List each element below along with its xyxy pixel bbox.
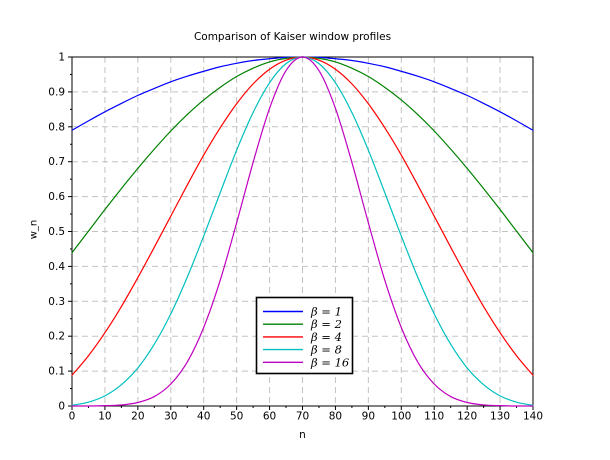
x-tick-label: 70	[296, 411, 309, 423]
curve-beta-2	[71, 56, 534, 254]
x-tick-label: 110	[424, 411, 444, 423]
legend-entry-label: β = 4	[310, 330, 342, 344]
y-tick-label: 0.5	[48, 226, 65, 238]
legend-box	[255, 296, 354, 375]
y-tick-label: 0.3	[48, 296, 65, 308]
x-tick-label: 90	[362, 411, 375, 423]
legend: β = 1β = 2β = 4β = 8β = 16	[255, 296, 354, 375]
y-tick-label: 0	[58, 401, 65, 413]
y-tick-label: 0.7	[48, 156, 65, 168]
x-tick-label: 120	[457, 411, 477, 423]
chart-title: Comparison of Kaiser window profiles	[193, 31, 392, 43]
legend-entry-label: β = 8	[310, 343, 342, 357]
x-tick-label: 30	[164, 411, 177, 423]
x-axis-label: n	[299, 429, 306, 441]
x-tick-label: 0	[69, 411, 76, 423]
curves	[71, 56, 534, 407]
x-tick-label: 10	[98, 411, 111, 423]
y-tick-label: 0.2	[48, 331, 65, 343]
y-axis-label: w_n	[28, 219, 40, 240]
curve-beta-16	[71, 56, 534, 407]
y-tick-label: 0.6	[48, 191, 65, 203]
y-tick-label: 0.8	[48, 121, 65, 133]
x-tick-label: 80	[329, 411, 342, 423]
x-tick-label: 40	[197, 411, 210, 423]
x-tick-label: 130	[490, 411, 510, 423]
y-tick-label: 0.4	[48, 261, 65, 273]
x-tick-label: 140	[523, 411, 543, 423]
legend-entry-label: β = 16	[310, 355, 349, 369]
y-tick-label: 1	[58, 52, 65, 64]
legend-entry-label: β = 1	[310, 305, 342, 319]
x-tick-label: 20	[131, 411, 144, 423]
y-tick-label: 0.9	[48, 86, 65, 98]
x-tick-label: 60	[263, 411, 276, 423]
legend-entry-label: β = 2	[310, 317, 342, 331]
x-tick-label: 100	[391, 411, 411, 423]
tick-labels: 0 10 20 30 40 50 60 70 80 90 100 110 120 130 140 0 0.1 0.…	[48, 52, 543, 423]
x-tick-label: 50	[230, 411, 243, 423]
y-tick-label: 0.1	[48, 366, 65, 378]
